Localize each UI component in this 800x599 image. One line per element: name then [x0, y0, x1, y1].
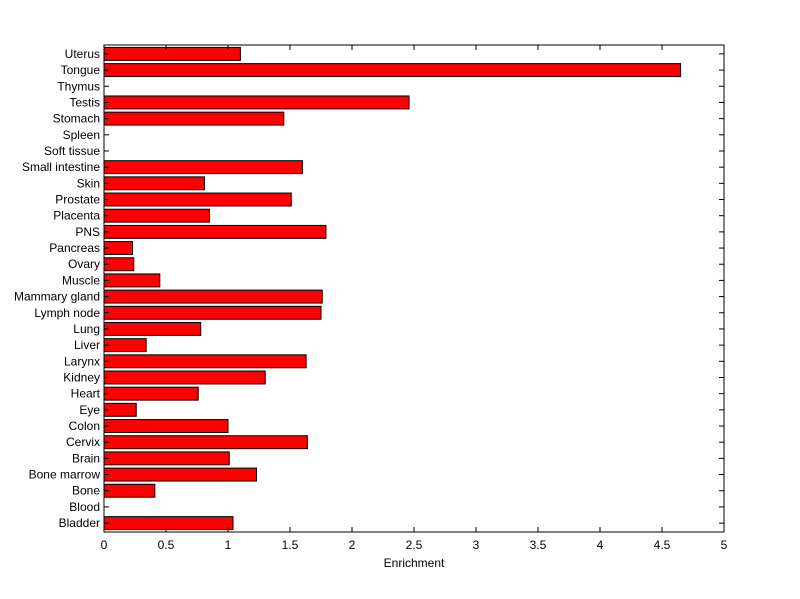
y-tick-label: Cervix: [66, 435, 100, 449]
bar-testis: [103, 95, 410, 110]
y-tick-label: Lymph node: [34, 306, 100, 320]
bar-pns: [103, 224, 327, 239]
x-tick-label: 4: [597, 538, 604, 552]
y-tick-label: Heart: [71, 387, 101, 401]
plot-area: [104, 45, 724, 532]
y-tick-label: Lung: [73, 322, 100, 336]
y-tick-label: Stomach: [53, 112, 100, 126]
bar-heart: [103, 386, 199, 401]
y-tick-label: Bladder: [59, 516, 100, 530]
y-tick-label: Bone: [72, 484, 100, 498]
x-tick-label: 3.5: [530, 538, 547, 552]
bar-bone: [103, 483, 156, 498]
bar-placenta: [103, 208, 210, 223]
bar-bone-marrow: [103, 467, 258, 482]
bar-stomach: [103, 111, 285, 126]
y-tick-label: Spleen: [63, 128, 100, 142]
x-tick-label: 3: [473, 538, 480, 552]
bar-lymph-node: [103, 305, 322, 320]
y-tick-label: Mammary gland: [14, 290, 100, 304]
bar-liver: [103, 338, 147, 353]
y-tick-label: Kidney: [63, 370, 100, 384]
y-tick-label: Colon: [69, 419, 100, 433]
bar-prostate: [103, 192, 292, 207]
bar-skin: [103, 176, 205, 191]
y-tick-label: Ovary: [68, 257, 100, 271]
y-tick-label: Small intestine: [22, 160, 100, 174]
y-tick-label: Uterus: [65, 47, 100, 61]
y-tick-label: Muscle: [62, 273, 100, 287]
bar-larynx: [103, 354, 307, 369]
bar-lung: [103, 321, 202, 336]
bar-small-intestine: [103, 160, 303, 175]
bar-brain: [103, 451, 230, 466]
y-tick-label: Skin: [77, 176, 100, 190]
y-tick-label: Prostate: [55, 193, 100, 207]
bar-colon: [103, 419, 229, 433]
x-tick-label: 1: [225, 538, 232, 552]
y-tick-label: Liver: [74, 338, 100, 352]
y-tick-label: Placenta: [53, 209, 100, 223]
bar-kidney: [103, 370, 266, 385]
bar-uterus: [103, 46, 241, 61]
x-tick-label: 2: [349, 538, 356, 552]
y-tick-label: Eye: [79, 403, 100, 417]
x-tick-label: 0: [101, 538, 108, 552]
y-tick-label: Pancreas: [49, 241, 100, 255]
y-tick-label: Tongue: [61, 63, 101, 77]
plot-frame: [103, 44, 725, 533]
x-tick-label: 4.5: [654, 538, 671, 552]
x-tick-label: 1.5: [282, 538, 299, 552]
y-tick-label: Thymus: [57, 79, 100, 93]
x-tick-label: 0.5: [158, 538, 175, 552]
ticks-group: Uterus Tongue Thymus Testis Stomach Spleen Sof…: [14, 45, 728, 552]
y-tick-label: Brain: [72, 451, 100, 465]
y-tick-label: Larynx: [64, 354, 100, 368]
x-tick-label: 2.5: [406, 538, 423, 552]
y-tick-label: Bone marrow: [29, 468, 101, 482]
y-tick-label: Testis: [69, 95, 100, 109]
x-tick-label: 5: [721, 538, 728, 552]
y-tick-label: Blood: [69, 500, 100, 514]
y-tick-label: Soft tissue: [44, 144, 100, 158]
y-tick-label: PNS: [75, 225, 100, 239]
x-axis-label: Enrichment: [384, 556, 445, 570]
bar-bladder: [103, 516, 234, 531]
bar-mammary-gland: [103, 289, 323, 304]
bar-tongue: [103, 63, 682, 78]
bar-muscle: [103, 273, 161, 288]
bar-cervix: [103, 435, 308, 450]
